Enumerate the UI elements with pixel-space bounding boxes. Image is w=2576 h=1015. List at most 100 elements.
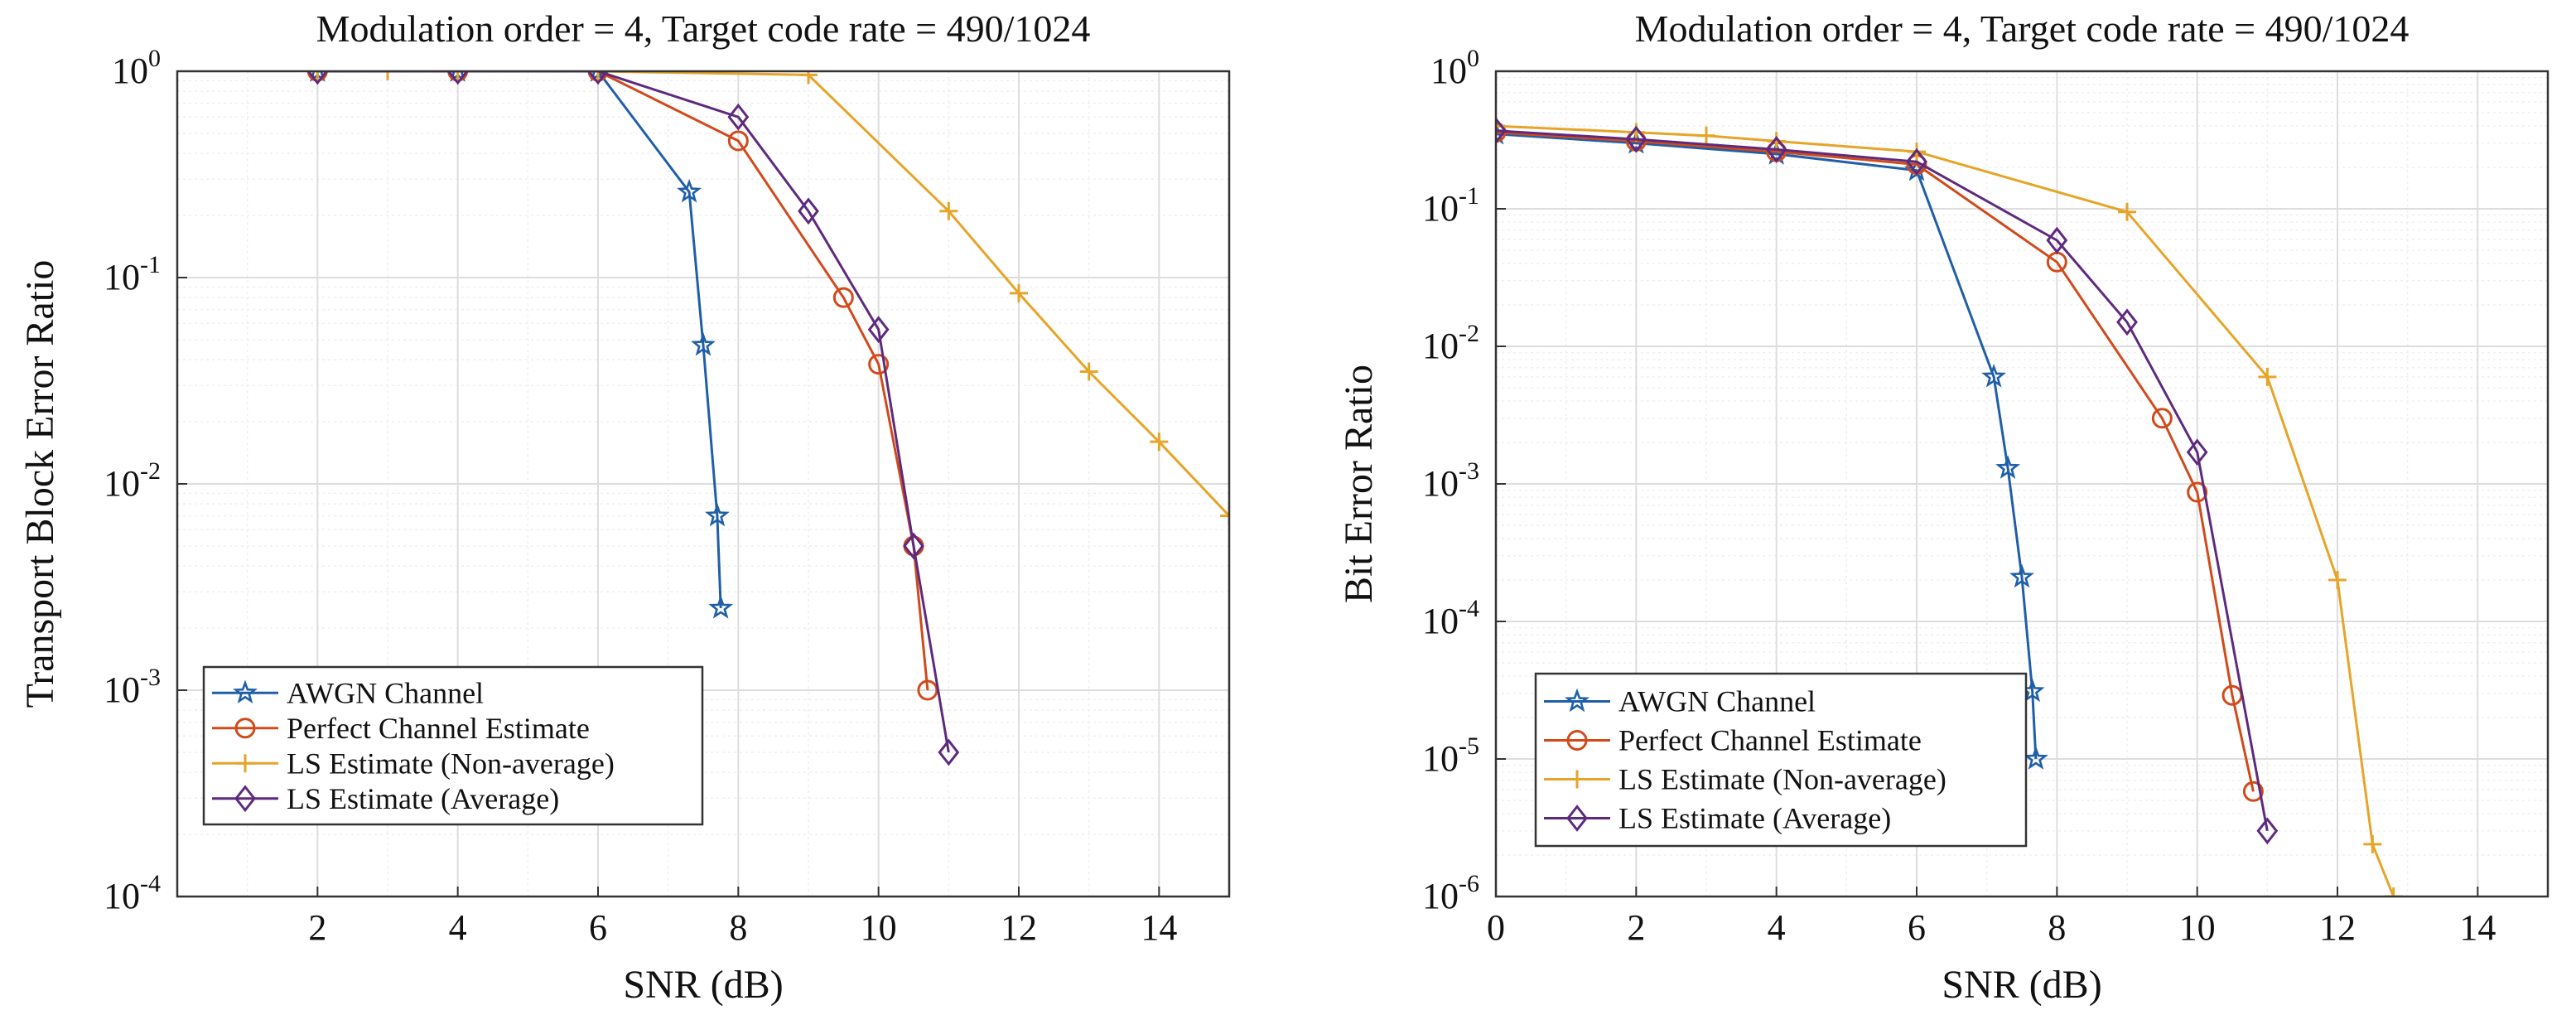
- data-point-marker: [2258, 367, 2277, 386]
- data-point-marker: [2187, 481, 2208, 503]
- legend-label: LS Estimate (Average): [1618, 802, 1891, 835]
- y-tick-mantissa: 10: [104, 463, 140, 504]
- x-tick-label: 10: [2179, 907, 2216, 948]
- legend-item: LS Estimate (Average): [212, 782, 559, 815]
- data-point-marker: [2023, 746, 2048, 770]
- chart-title: Modulation order = 4, Target code rate =…: [1635, 7, 2410, 50]
- data-point-marker: [2009, 563, 2034, 588]
- y-tick-label: 10-4: [1422, 595, 1479, 641]
- y-axis-label: Bit Error Ratio: [1337, 365, 1381, 603]
- x-tick-label: 14: [2459, 907, 2496, 948]
- data-point-marker: [1220, 506, 1229, 525]
- series-layer: [306, 71, 1229, 766]
- y-tick-mantissa: 10: [1422, 876, 1459, 916]
- y-tick-exponent: -2: [1459, 320, 1479, 347]
- x-tick-label: 4: [449, 907, 467, 948]
- legend-box: [1534, 672, 2028, 848]
- data-point-marker: [677, 178, 702, 203]
- x-tick-label: 4: [1768, 907, 1786, 948]
- data-point-marker: [868, 354, 890, 375]
- series-layer: [1496, 117, 2403, 897]
- y-tick-label: 10-2: [104, 457, 161, 504]
- y-tick-mantissa: 10: [1422, 188, 1459, 229]
- series-plus: [308, 71, 1229, 525]
- series-line: [317, 71, 722, 608]
- y-tick-label: 100: [112, 45, 161, 91]
- data-point-marker: [799, 71, 818, 85]
- y-tick-exponent: -2: [140, 457, 161, 485]
- x-tick-label: 12: [1001, 907, 1037, 948]
- data-point-marker: [2328, 571, 2347, 590]
- legend-item: LS Estimate (Average): [1544, 802, 1891, 835]
- data-point-marker: [708, 595, 734, 619]
- legend-marker: [1566, 730, 1588, 751]
- data-point-marker: [379, 71, 397, 80]
- x-tick-label: 10: [861, 907, 897, 948]
- data-point-marker: [798, 197, 819, 225]
- series-line: [1496, 131, 2255, 792]
- y-tick-mantissa: 10: [104, 876, 140, 916]
- series-line: [1496, 124, 2395, 897]
- x-tick-label: 0: [1487, 907, 1505, 948]
- x-tick-label: 2: [1627, 907, 1645, 948]
- legend-label: AWGN Channel: [1618, 685, 1816, 718]
- series-plus: [1496, 117, 2403, 897]
- data-point-marker: [1079, 362, 1098, 381]
- data-point-marker: [2046, 226, 2068, 254]
- y-tick-mantissa: 10: [104, 257, 140, 297]
- data-point-marker: [1906, 147, 1927, 176]
- y-tick-label: 10-3: [1422, 457, 1479, 504]
- bit-error-chart: 0 2 4 6 8 10 12 1410010-110-210-310-410-510-6Mo…: [1337, 7, 2549, 1007]
- series-line: [1496, 133, 2038, 760]
- x-axis: 0 2 4 6 8 10 12 14: [1487, 887, 2496, 948]
- legend-box: [202, 665, 704, 826]
- y-tick-label: 10-5: [1422, 732, 1479, 779]
- x-axis: 2 4 6 8 10 12 14: [308, 887, 1177, 948]
- data-point-marker: [1697, 126, 1715, 145]
- y-tick-exponent: -5: [1459, 732, 1479, 760]
- data-point-marker: [1496, 117, 1507, 145]
- series-diamond: [306, 71, 960, 766]
- legend-marker: [1568, 770, 1586, 789]
- data-point-marker: [2116, 308, 2138, 336]
- legend-label: LS Estimate (Average): [287, 782, 559, 815]
- legend-marker: [234, 718, 256, 739]
- data-point-marker: [832, 287, 854, 308]
- x-tick-label: 8: [729, 907, 747, 948]
- data-point-marker: [2384, 887, 2403, 897]
- legend-item: AWGN Channel: [1544, 685, 1816, 718]
- legend-label: AWGN Channel: [287, 676, 484, 709]
- data-point-marker: [2151, 408, 2173, 429]
- y-tick-label: 10-4: [104, 870, 161, 916]
- x-axis-label: SNR (dB): [623, 963, 783, 1007]
- data-point-marker: [1981, 364, 2007, 388]
- legend-marker: [1566, 805, 1588, 832]
- data-point-marker: [446, 71, 469, 85]
- y-tick-exponent: -1: [140, 251, 161, 278]
- data-point-marker: [308, 71, 327, 80]
- series-line: [317, 71, 1229, 517]
- y-tick-label: 10-6: [1422, 870, 1479, 916]
- series-line: [317, 71, 950, 753]
- legend-marker: [236, 754, 254, 773]
- legend-item: Perfect Channel Estimate: [212, 712, 590, 745]
- x-tick-label: 2: [308, 907, 326, 948]
- y-tick-label: 10-2: [1422, 320, 1479, 366]
- data-point-marker: [306, 71, 329, 85]
- legend-label: Perfect Channel Estimate: [287, 712, 590, 745]
- y-axis-label: Transport Block Error Ratio: [18, 260, 62, 708]
- legend-item: Perfect Channel Estimate: [1544, 724, 1922, 757]
- y-tick-exponent: -3: [140, 664, 161, 691]
- x-tick-label: 12: [2319, 907, 2356, 948]
- y-tick-mantissa: 10: [1422, 326, 1459, 366]
- y-tick-exponent: 0: [148, 45, 161, 72]
- data-point-marker: [587, 71, 609, 85]
- series-diamond: [1496, 117, 2279, 845]
- data-point-marker: [2186, 438, 2208, 466]
- legend-label: Perfect Channel Estimate: [1618, 724, 1922, 757]
- y-tick-label: 10-1: [1422, 182, 1479, 229]
